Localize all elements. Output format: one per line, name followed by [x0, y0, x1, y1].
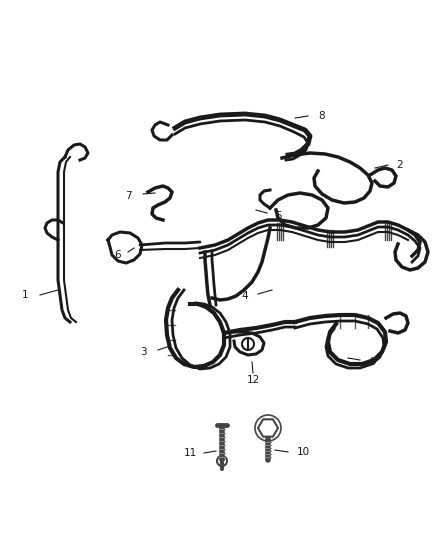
Text: 8: 8 — [319, 111, 325, 121]
Text: 9: 9 — [370, 357, 376, 367]
Text: 11: 11 — [184, 448, 197, 458]
Text: 6: 6 — [115, 250, 121, 260]
Text: 5: 5 — [275, 211, 281, 221]
Text: 3: 3 — [140, 347, 146, 357]
Text: 4: 4 — [242, 291, 248, 301]
Text: 10: 10 — [297, 447, 310, 457]
Text: 7: 7 — [125, 191, 131, 201]
Text: 1: 1 — [22, 290, 28, 300]
Text: 2: 2 — [397, 160, 403, 170]
Text: 12: 12 — [246, 375, 260, 385]
